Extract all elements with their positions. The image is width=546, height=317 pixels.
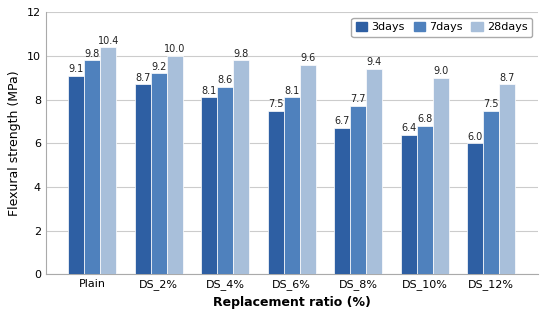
Bar (201, 98, 217, 274)
Bar (68, 76, 84, 274)
Text: 6.7: 6.7 (335, 116, 350, 126)
Legend: 3days, 7days, 28days: 3days, 7days, 28days (351, 18, 532, 37)
Bar (84, 60, 100, 274)
Bar (401, 135, 417, 274)
Text: 9.8: 9.8 (85, 49, 100, 59)
Text: 6.0: 6.0 (468, 132, 483, 142)
Bar (366, 69, 382, 274)
Bar (167, 56, 183, 274)
Text: 8.1: 8.1 (201, 86, 217, 96)
Bar (233, 60, 249, 274)
Text: 7.7: 7.7 (351, 94, 366, 105)
Bar (467, 143, 483, 274)
Bar (100, 47, 116, 274)
Bar (483, 111, 500, 274)
Text: 9.2: 9.2 (151, 62, 167, 72)
Text: 9.4: 9.4 (367, 57, 382, 67)
Text: 9.6: 9.6 (300, 53, 316, 63)
Y-axis label: Flexural strength (MPa): Flexural strength (MPa) (8, 70, 21, 216)
Bar (433, 78, 449, 274)
Text: 6.8: 6.8 (417, 114, 432, 124)
Bar (351, 106, 366, 274)
Text: 7.5: 7.5 (484, 99, 499, 109)
Text: 9.8: 9.8 (234, 49, 249, 59)
Text: 9.1: 9.1 (69, 64, 84, 74)
Bar (500, 84, 515, 274)
Bar (417, 126, 433, 274)
Bar (135, 84, 151, 274)
Bar (284, 98, 300, 274)
Text: 10.0: 10.0 (164, 44, 185, 54)
Bar (268, 111, 284, 274)
Text: 9.0: 9.0 (433, 66, 448, 76)
Text: 8.1: 8.1 (284, 86, 299, 96)
Text: 8.7: 8.7 (500, 73, 515, 83)
Bar (334, 128, 351, 274)
Text: 8.7: 8.7 (135, 73, 151, 83)
Bar (151, 74, 167, 274)
Text: 7.5: 7.5 (268, 99, 283, 109)
Bar (217, 87, 233, 274)
Bar (300, 65, 316, 274)
Text: 8.6: 8.6 (218, 75, 233, 85)
Text: 10.4: 10.4 (97, 36, 119, 46)
X-axis label: Replacement ratio (%): Replacement ratio (%) (213, 296, 371, 309)
Text: 6.4: 6.4 (401, 123, 417, 133)
